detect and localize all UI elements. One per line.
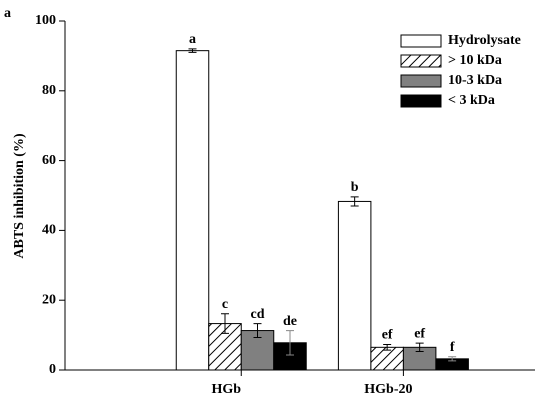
bar-letter: f <box>450 340 455 355</box>
legend-label: Hydrolysate <box>448 33 521 48</box>
bar-letter: a <box>189 32 196 47</box>
error-bar <box>188 48 197 53</box>
x-tick-label: HGb <box>211 382 241 397</box>
bar-letter: cd <box>251 307 265 322</box>
bar <box>175 50 210 371</box>
bar-letter: c <box>222 297 228 312</box>
error-bar <box>253 323 262 339</box>
x-tick-label: HGb-20 <box>364 382 412 397</box>
error-bar <box>383 344 392 351</box>
y-tick-label: 40 <box>42 223 56 238</box>
legend-label: < 3 kDa <box>448 93 495 108</box>
bar-letter: de <box>283 314 297 329</box>
legend-swatch <box>400 54 442 68</box>
panel-label: a <box>4 6 11 21</box>
legend-label: 10-3 kDa <box>448 73 502 88</box>
error-bar <box>448 356 457 362</box>
bar-letter: b <box>351 180 359 195</box>
y-tick-label: 60 <box>42 153 56 168</box>
error-bar <box>350 196 359 207</box>
bar <box>337 200 372 371</box>
legend-swatch <box>400 94 442 108</box>
error-bar <box>415 342 424 353</box>
y-axis-label: ABTS inhibition (%) <box>12 133 27 259</box>
bar-letter: ef <box>414 326 425 341</box>
legend-swatch <box>400 34 442 48</box>
y-tick-label: 100 <box>35 13 56 28</box>
y-tick-label: 80 <box>42 83 56 98</box>
bar <box>370 346 404 371</box>
legend-label: > 10 kDa <box>448 53 502 68</box>
error-bar <box>221 313 229 334</box>
bar-letter: ef <box>382 328 393 343</box>
y-tick-label: 0 <box>49 362 56 377</box>
legend-swatch <box>400 74 442 88</box>
error-bar <box>286 330 294 356</box>
y-tick-label: 20 <box>42 292 56 307</box>
